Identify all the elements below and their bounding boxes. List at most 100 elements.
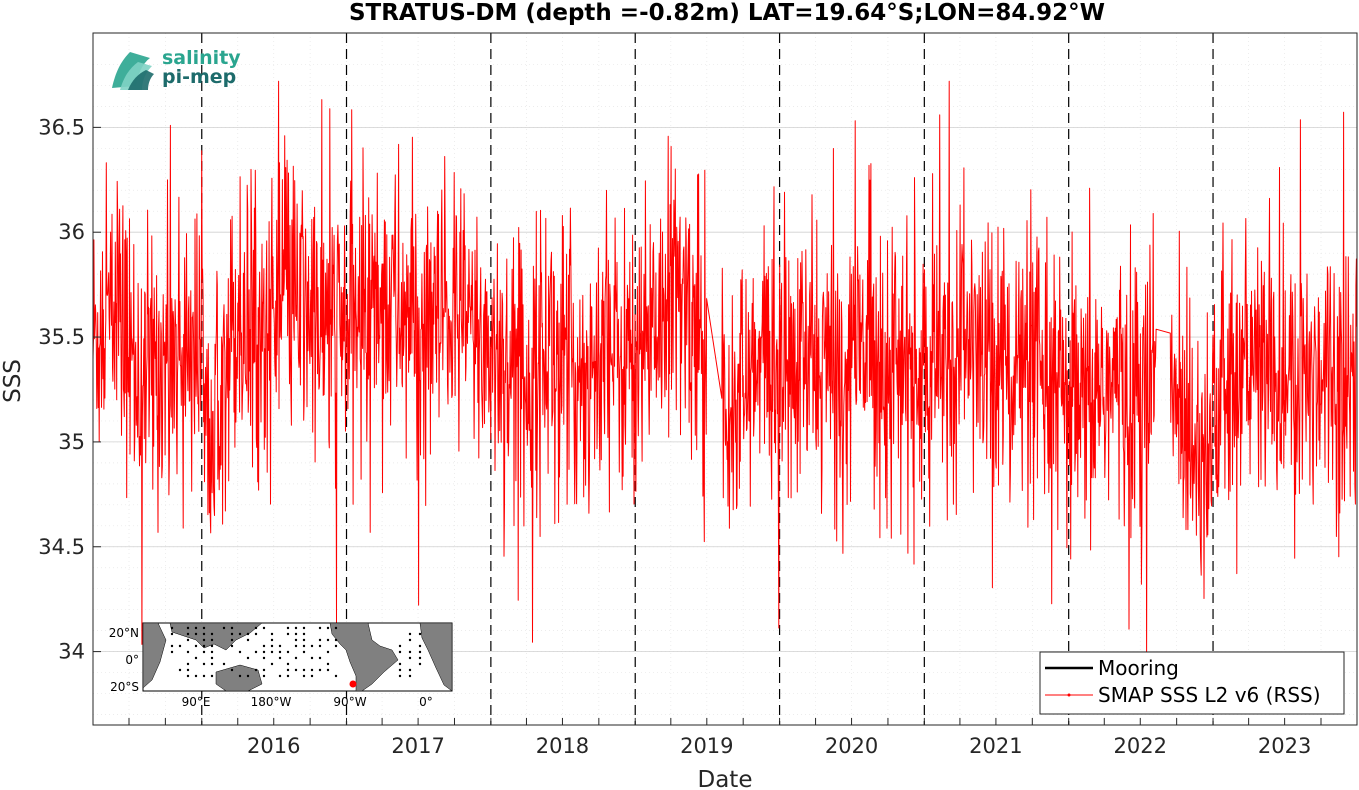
legend-mooring-label: Mooring — [1098, 656, 1179, 680]
inset-mooring-dot — [270, 662, 274, 666]
inset-mooring-dot — [202, 650, 206, 654]
y-tick-label: 36.5 — [38, 115, 85, 139]
x-tick-label: 2016 — [247, 734, 300, 758]
inset-mooring-dot — [186, 674, 190, 678]
africa-land — [142, 622, 167, 689]
logo-wave-icon-3 — [128, 70, 154, 90]
inset-mooring-dot — [210, 656, 214, 660]
inset-mooring-dot — [408, 638, 412, 642]
inset-mooring-dot — [418, 644, 422, 648]
logo-line1: salinity — [162, 47, 241, 69]
plot-border — [92, 32, 1358, 726]
inset-mooring-dot — [262, 626, 266, 630]
inset-mooring-dot — [302, 644, 306, 648]
inset-mooring-dot — [202, 638, 206, 642]
inset-mooring-dot — [294, 632, 298, 636]
inset-lat-20n: 20°N — [109, 626, 139, 640]
inset-mooring-dot — [238, 650, 242, 654]
inset-mooring-dot — [170, 626, 174, 630]
legend-smap-label: SMAP SSS L2 v6 (RSS) — [1098, 683, 1321, 707]
inset-mooring-dot — [270, 632, 274, 636]
inset-mooring-dot — [326, 650, 330, 654]
inset-mooring-dot — [270, 638, 274, 642]
inset-mooring-dot — [194, 656, 198, 660]
logo-wave-icon-2 — [120, 62, 152, 90]
inset-map: 20°N 0° 20°S 90°E 180°W 90°W 0° — [109, 622, 453, 709]
inset-mooring-dot — [302, 638, 306, 642]
smap-series-line — [92, 80, 1358, 657]
y-axis-label: SSS — [0, 359, 26, 403]
inset-mooring-dot — [202, 644, 206, 648]
inset-mooring-dot — [302, 632, 306, 636]
inset-mooring-dot — [334, 638, 338, 642]
inset-lon-180w: 180°W — [251, 695, 292, 709]
inset-mooring-dot — [194, 626, 198, 630]
inset-mooring-dot — [230, 632, 234, 636]
inset-mooring-dot — [270, 644, 274, 648]
inset-mooring-dot — [318, 656, 322, 660]
inset-mooring-dot — [398, 650, 402, 654]
inset-mooring-dot — [408, 674, 412, 678]
inset-mooring-dot — [222, 662, 226, 666]
americas-land — [329, 622, 399, 692]
inset-lat-0: 0° — [125, 653, 139, 667]
inset-mooring-dot — [186, 650, 190, 654]
inset-mooring-dot — [310, 674, 314, 678]
inset-mooring-dot — [210, 674, 214, 678]
inset-lon-0: 0° — [419, 695, 433, 709]
inset-mooring-dot — [408, 668, 412, 672]
asia-land — [169, 622, 263, 651]
x-axis-ticks: 2016 2017 2018 2019 2020 2021 2022 2023 — [128, 718, 1322, 758]
chart-title: STRATUS-DM (depth =-0.82m) LAT=19.64°S;L… — [349, 0, 1105, 26]
inset-mooring-dot — [294, 638, 298, 642]
inset-mooring-dot — [310, 644, 314, 648]
series-layer — [92, 80, 1358, 657]
inset-mooring-dot — [286, 674, 290, 678]
inset-mooring-dot — [202, 662, 206, 666]
inset-mooring-dot — [202, 626, 206, 630]
inset-mooring-dot — [302, 668, 306, 672]
inset-mooring-dot — [210, 638, 214, 642]
australia-land — [215, 664, 263, 692]
x-tick-label: 2021 — [969, 734, 1022, 758]
inset-mooring-dot — [178, 668, 182, 672]
inset-mooring-dot — [318, 668, 322, 672]
inset-mooring-dot — [278, 650, 282, 654]
inset-lat-20s: 20°S — [110, 680, 139, 694]
inset-mooring-dot — [254, 632, 258, 636]
inset-mooring-dot — [418, 656, 422, 660]
inset-mooring-dot — [194, 632, 198, 636]
inset-mooring-dot — [310, 668, 314, 672]
inset-mooring-dot — [294, 656, 298, 660]
inset-mooring-dot — [230, 626, 234, 630]
inset-mooring-dot — [318, 644, 322, 648]
inset-mooring-dot — [408, 632, 412, 636]
inset-mooring-dot — [326, 626, 330, 630]
inset-mooring-dot — [408, 656, 412, 660]
inset-mooring-dot — [186, 632, 190, 636]
inset-mooring-dot — [238, 674, 242, 678]
logo-line2: pi-mep — [162, 66, 236, 88]
inset-mooring-dot — [210, 650, 214, 654]
inset-mooring-dot — [262, 644, 266, 648]
inset-mooring-dot — [334, 674, 338, 678]
inset-mooring-dot — [186, 662, 190, 666]
inset-mooring-dot — [418, 632, 422, 636]
inset-mooring-dot — [262, 668, 266, 672]
inset-mooring-dot — [262, 650, 266, 654]
inset-mooring-dot — [246, 632, 250, 636]
inset-land — [142, 622, 453, 692]
inset-mooring-dot — [170, 632, 174, 636]
inset-selected-mooring — [349, 680, 357, 688]
inset-mooring-dot — [278, 644, 282, 648]
inset-mooring-dot — [246, 656, 250, 660]
inset-mooring-dot — [246, 638, 250, 642]
x-tick-label: 2020 — [825, 734, 878, 758]
inset-mooring-dot — [210, 644, 214, 648]
inset-mooring-dot — [398, 644, 402, 648]
inset-mooring-dot — [318, 638, 322, 642]
inset-mooring-dot — [186, 626, 190, 630]
y-tick-label: 35 — [58, 430, 85, 454]
inset-mooring-dot — [230, 668, 234, 672]
